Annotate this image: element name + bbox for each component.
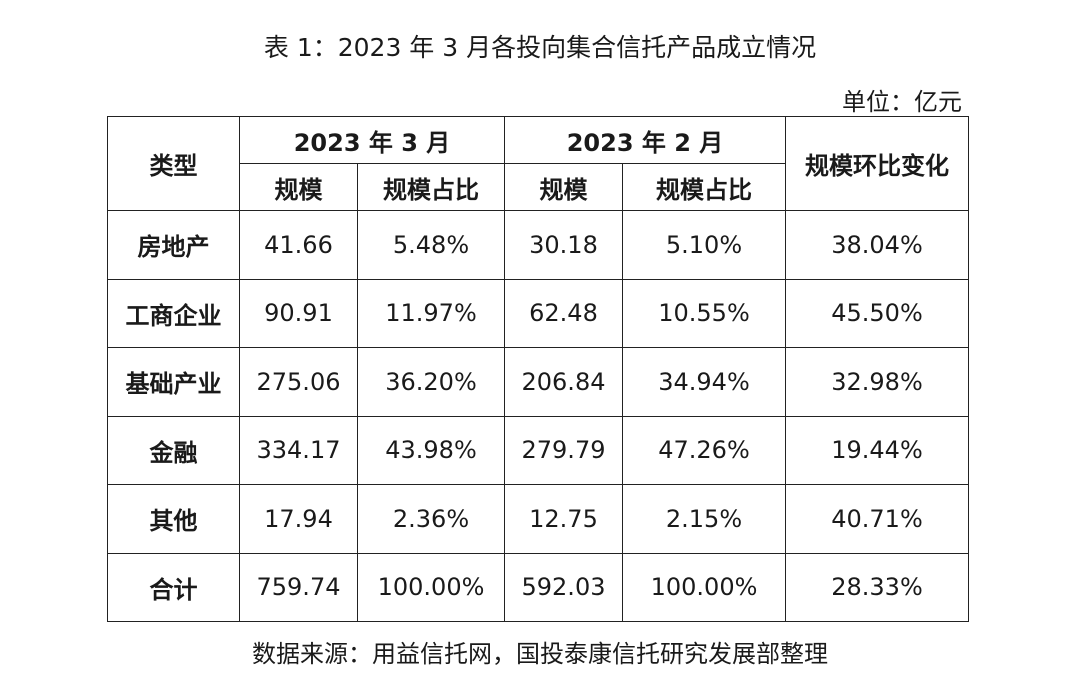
header-row-2: 规模 规模占比 规模 规模占比 <box>108 163 969 211</box>
row-type: 金融 <box>107 415 240 485</box>
change-cell: 38.04% <box>785 210 969 280</box>
table-title: 表 1：2023 年 3 月各投向集合信托产品成立情况 <box>263 33 817 62</box>
table-row: 金融 334.17 43.98% 279.79 47.26% 19.44% <box>107 415 969 485</box>
change-cell: 19.44% <box>785 415 969 485</box>
data-source-note: 数据来源：用益信托网，国投泰康信托研究发展部整理 <box>252 640 828 668</box>
row-type: 房地产 <box>107 210 240 280</box>
table-row: 其他 17.94 2.36% 12.75 2.15% 40.71% <box>107 484 969 554</box>
table-row-total: 合计 759.74 100.00% 592.03 100.00% 28.33% <box>107 552 969 622</box>
table-row: 工商企业 90.91 11.97% 62.48 10.55% 45.50% <box>107 278 969 348</box>
change-cell: 40.71% <box>785 484 969 554</box>
march-ratio-cell: 5.48% <box>357 210 505 280</box>
row-type: 其他 <box>107 484 240 554</box>
february-ratio-cell: 2.15% <box>622 484 786 554</box>
trust-products-table: 类型 2023 年 3 月 2023 年 2 月 规模环比变化 规模 规模占比 … <box>107 116 969 622</box>
header-march-ratio: 规模占比 <box>357 163 505 211</box>
header-group-february: 2023 年 2 月 <box>504 116 786 164</box>
change-cell: 32.98% <box>785 347 969 417</box>
march-ratio-cell: 2.36% <box>357 484 505 554</box>
february-ratio-cell: 34.94% <box>622 347 786 417</box>
table-row: 房地产 41.66 5.48% 30.18 5.10% 38.04% <box>107 210 969 280</box>
march-ratio-cell: 36.20% <box>357 347 505 417</box>
march-ratio-cell: 100.00% <box>357 552 505 622</box>
february-scale-cell: 62.48 <box>504 278 623 348</box>
march-scale-cell: 41.66 <box>239 210 358 280</box>
row-type: 工商企业 <box>107 278 240 348</box>
row-type: 基础产业 <box>107 347 240 417</box>
march-scale-cell: 759.74 <box>239 552 358 622</box>
march-ratio-cell: 43.98% <box>357 415 505 485</box>
header-change: 规模环比变化 <box>785 116 969 211</box>
february-scale-cell: 12.75 <box>504 484 623 554</box>
february-scale-cell: 279.79 <box>504 415 623 485</box>
march-scale-cell: 275.06 <box>239 347 358 417</box>
table-row: 基础产业 275.06 36.20% 206.84 34.94% 32.98% <box>107 347 969 417</box>
march-scale-cell: 334.17 <box>239 415 358 485</box>
february-scale-cell: 592.03 <box>504 552 623 622</box>
february-scale-cell: 206.84 <box>504 347 623 417</box>
march-ratio-cell: 11.97% <box>357 278 505 348</box>
february-scale-cell: 30.18 <box>504 210 623 280</box>
february-ratio-cell: 100.00% <box>622 552 786 622</box>
header-row-1: 类型 2023 年 3 月 2023 年 2 月 规模环比变化 <box>107 116 969 211</box>
march-scale-cell: 17.94 <box>239 484 358 554</box>
march-scale-cell: 90.91 <box>239 278 358 348</box>
header-february-scale: 规模 <box>504 163 623 211</box>
change-cell: 28.33% <box>785 552 969 622</box>
february-ratio-cell: 10.55% <box>622 278 786 348</box>
header-type: 类型 <box>107 116 240 211</box>
february-ratio-cell: 47.26% <box>622 415 786 485</box>
header-february-ratio: 规模占比 <box>622 163 786 211</box>
row-type: 合计 <box>107 552 240 622</box>
unit-label: 单位：亿元 <box>842 88 962 116</box>
header-march-scale: 规模 <box>239 163 358 211</box>
header-group-march: 2023 年 3 月 <box>239 116 505 164</box>
change-cell: 45.50% <box>785 278 969 348</box>
february-ratio-cell: 5.10% <box>622 210 786 280</box>
